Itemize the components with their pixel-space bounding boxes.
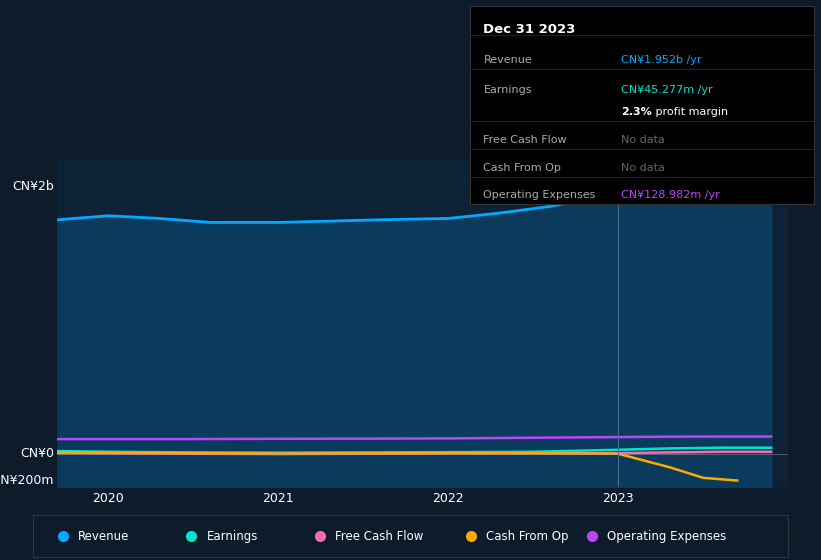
Text: No data: No data — [621, 135, 665, 145]
Text: Operating Expenses: Operating Expenses — [484, 190, 596, 200]
Text: profit margin: profit margin — [653, 107, 728, 117]
Text: CN¥45.277m /yr: CN¥45.277m /yr — [621, 85, 713, 95]
Text: CN¥2b: CN¥2b — [12, 180, 54, 193]
Text: Cash From Op: Cash From Op — [486, 530, 568, 543]
Text: Free Cash Flow: Free Cash Flow — [484, 135, 567, 145]
Text: Earnings: Earnings — [207, 530, 258, 543]
Text: Dec 31 2023: Dec 31 2023 — [484, 24, 576, 36]
Text: 2.3%: 2.3% — [621, 107, 652, 117]
Text: -CN¥200m: -CN¥200m — [0, 474, 54, 487]
Text: CN¥128.982m /yr: CN¥128.982m /yr — [621, 190, 720, 200]
Text: Free Cash Flow: Free Cash Flow — [335, 530, 424, 543]
Text: CN¥0: CN¥0 — [20, 447, 54, 460]
Text: Operating Expenses: Operating Expenses — [607, 530, 726, 543]
Text: Cash From Op: Cash From Op — [484, 162, 562, 172]
Text: Revenue: Revenue — [484, 55, 532, 66]
Text: Revenue: Revenue — [78, 530, 130, 543]
Text: Earnings: Earnings — [484, 85, 532, 95]
Text: No data: No data — [621, 162, 665, 172]
Text: CN¥1.952b /yr: CN¥1.952b /yr — [621, 55, 702, 66]
